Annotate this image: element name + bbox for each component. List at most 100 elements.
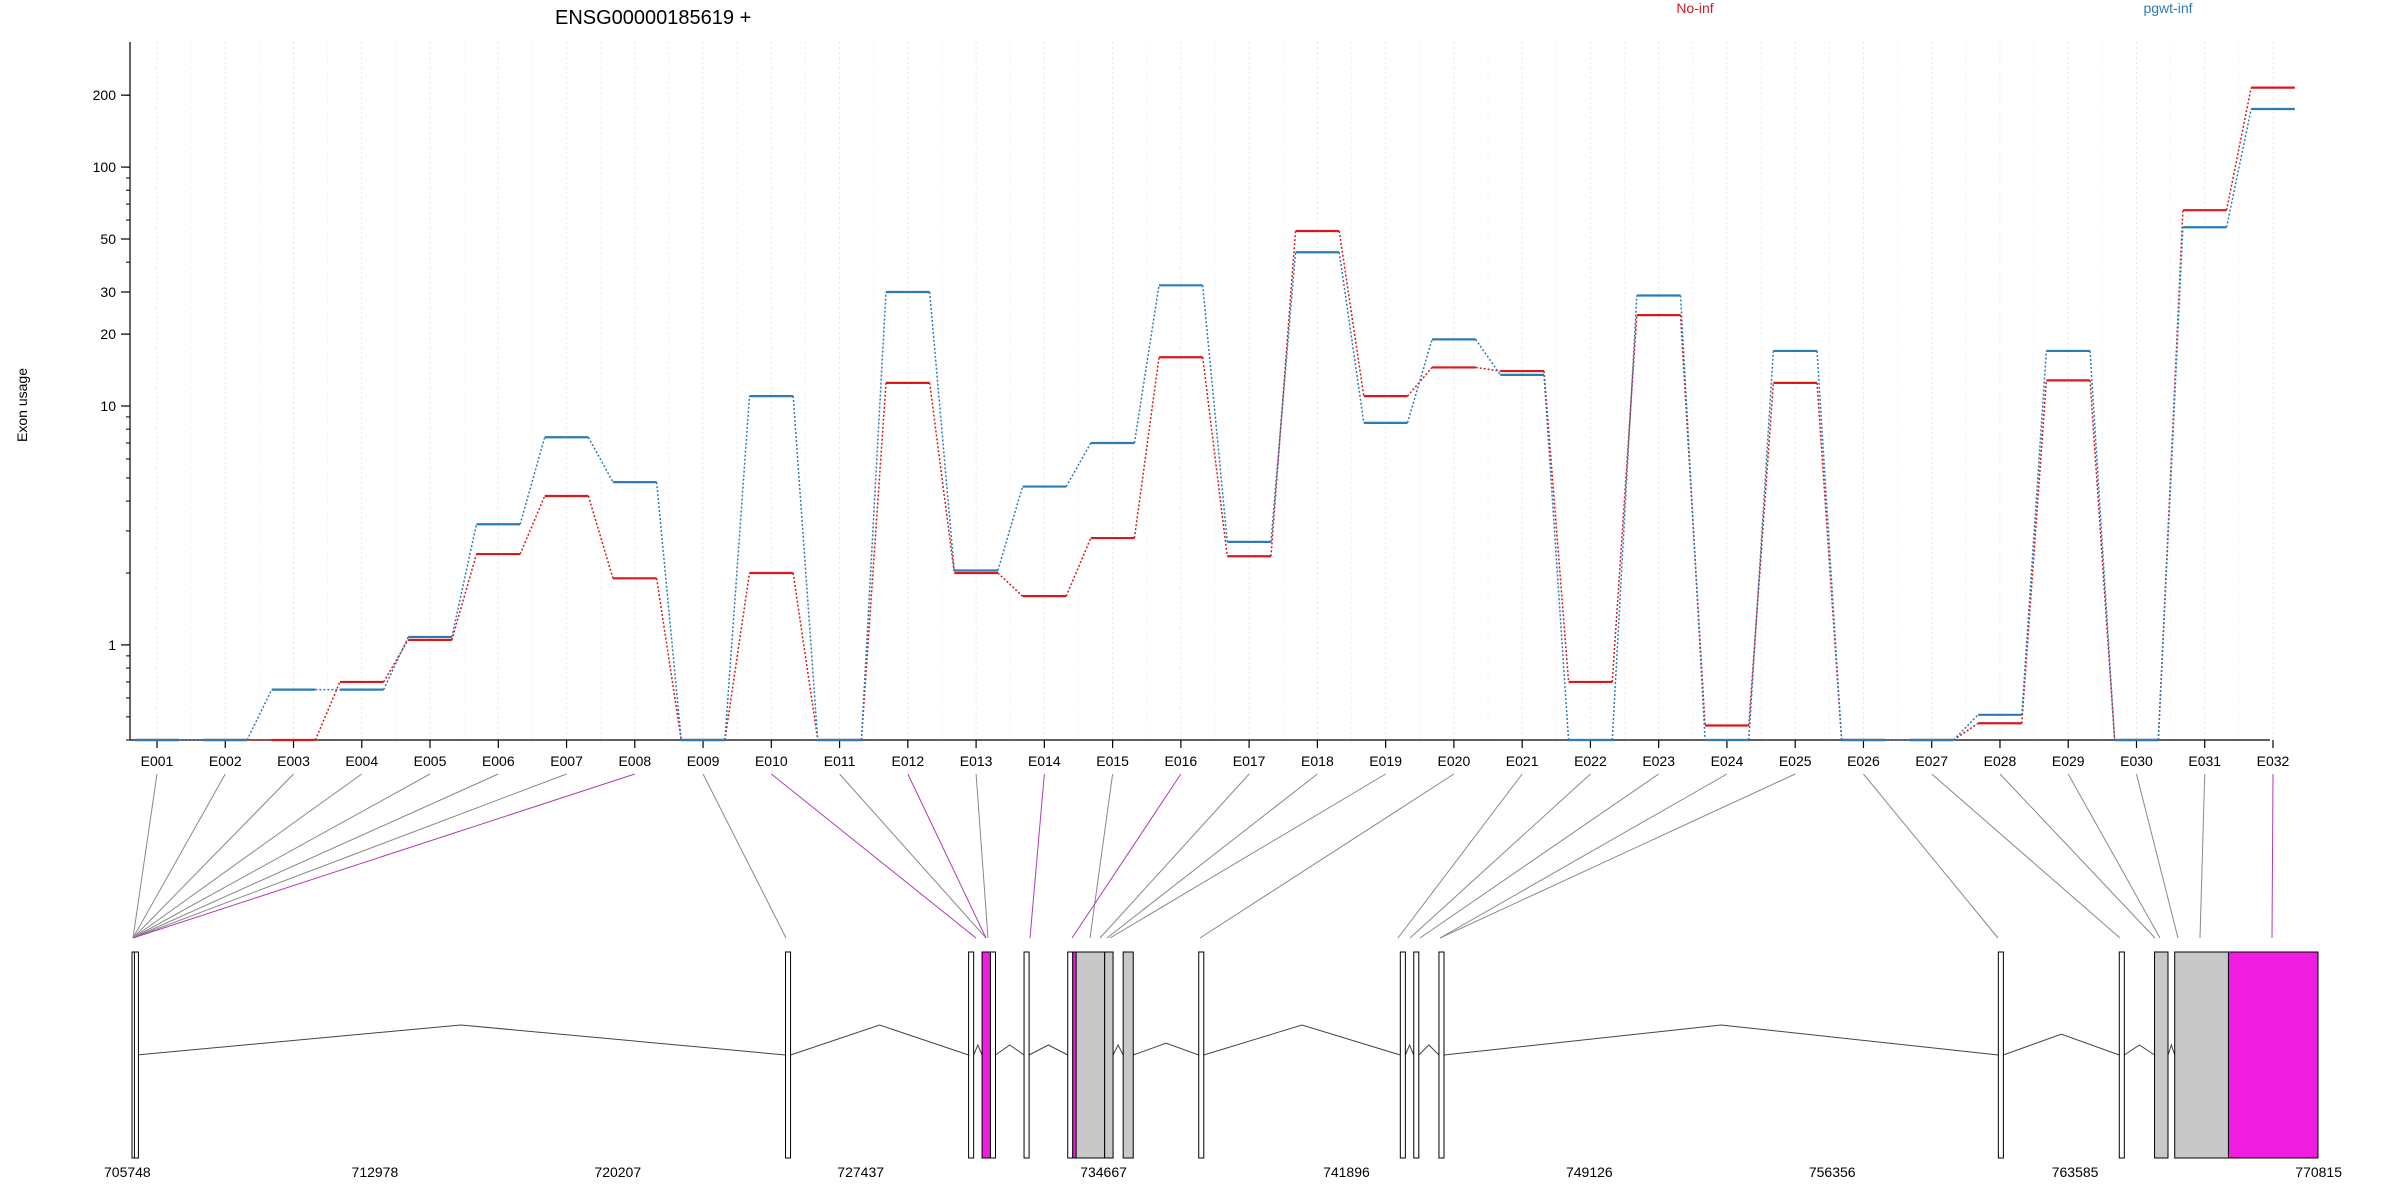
series-connector: [519, 495, 546, 555]
series-connector: [1270, 252, 1297, 542]
x-tick-label: E027: [1915, 753, 1948, 769]
x-tick-label: E017: [1233, 753, 1266, 769]
exon-connector: [2271, 773, 2274, 939]
series-connector: [1475, 366, 1501, 372]
exon-box: [1399, 951, 1406, 1159]
intron-line: [2003, 1033, 2120, 1056]
series-0: [135, 86, 2295, 742]
exon-box: [1104, 951, 1114, 1159]
exon-connector: [771, 773, 977, 939]
gridlines: [156, 42, 2274, 740]
series-connector: [724, 572, 751, 741]
intron-line: [973, 1043, 983, 1056]
x-tick-label: E021: [1506, 753, 1539, 769]
genomic-tick-label: 734667: [1080, 1164, 1127, 1180]
x-tick-label: E001: [141, 753, 174, 769]
series-connector: [997, 486, 1024, 571]
x-tick-label: E026: [1847, 753, 1880, 769]
intron-line: [2124, 1044, 2155, 1056]
intron-line: [790, 1024, 969, 1056]
x-tick-label: E013: [960, 753, 993, 769]
x-tick-label: E019: [1369, 753, 1402, 769]
exon-connector: [1029, 773, 1045, 939]
exon-box: [981, 951, 991, 1159]
x-tick-label: E005: [414, 753, 447, 769]
x-tick-label: E011: [824, 753, 856, 769]
series-connector: [2225, 87, 2252, 211]
exon-box: [2154, 951, 2169, 1159]
x-tick-label: E028: [1984, 753, 2017, 769]
y-axis: 1 10 20 30 50 100 200: [93, 42, 131, 741]
series-connector: [655, 482, 682, 741]
exon-connector: [132, 773, 226, 939]
x-tick-label: E032: [2257, 753, 2290, 769]
exon-connector: [839, 773, 987, 939]
x-tick-label: E012: [891, 753, 924, 769]
series-connector: [928, 291, 956, 571]
exon-connector: [1099, 773, 1250, 939]
exon-connectors: [132, 773, 2274, 939]
genomic-tick-label: 749126: [1566, 1164, 1613, 1180]
series-connector: [1953, 722, 1979, 741]
series-connector: [1406, 366, 1433, 397]
x-tick-label: E015: [1096, 753, 1129, 769]
series-connector: [1338, 252, 1365, 423]
y-tick-label: 30: [100, 284, 116, 300]
series-connector: [1065, 442, 1092, 487]
series-connector: [792, 572, 819, 741]
genomic-tick-label: 741896: [1323, 1164, 1370, 1180]
series-connector: [2021, 380, 2048, 724]
x-tick-label: E029: [2052, 753, 2085, 769]
legend-no-inf: No-inf: [1676, 0, 1713, 16]
intron-line: [1028, 1044, 1068, 1056]
intron-line: [995, 1044, 1025, 1056]
x-tick-label: E025: [1779, 753, 1812, 769]
series-connector: [1543, 374, 1570, 741]
x-tick-label: E030: [2120, 753, 2153, 769]
exon-connector: [1439, 773, 1796, 939]
x-tick-label: E006: [482, 753, 515, 769]
exon-connector: [1931, 773, 2121, 939]
x-axis: E001 E002 E003 E004 E005 E006 E007 E008 E009 E010…: [130, 739, 2290, 769]
x-tick-label: E020: [1438, 753, 1471, 769]
exon-box: [1023, 951, 1030, 1159]
exon-connector: [132, 773, 431, 939]
series-connector: [1748, 350, 1775, 741]
y-tick-label: 10: [100, 398, 116, 414]
series-connector: [655, 578, 682, 741]
exon-connector: [1863, 773, 1999, 939]
series-connector: [1201, 357, 1229, 557]
x-tick-label: E010: [755, 753, 788, 769]
exon-connector: [132, 773, 499, 939]
intron-line: [136, 1024, 786, 1056]
genomic-tick-label: 756356: [1809, 1164, 1856, 1180]
series-connector: [451, 553, 478, 641]
series-connector: [1953, 714, 1979, 741]
series-connector: [382, 636, 409, 690]
intron-line: [1203, 1024, 1401, 1056]
intron-line: [2167, 1043, 2176, 1056]
series-connector: [246, 689, 273, 741]
y-tick-label: 50: [100, 231, 116, 247]
exon-connector: [1409, 773, 1591, 939]
intron-line: [1133, 1042, 1199, 1056]
exon-box: [989, 951, 996, 1159]
series-connector: [1133, 357, 1160, 539]
exon-connector: [1999, 773, 2156, 939]
exon-connector: [1439, 773, 1728, 939]
exon-box: [1067, 951, 1074, 1159]
series-connector: [314, 681, 341, 741]
exon-connector: [132, 773, 158, 939]
series-lines: [135, 86, 2295, 742]
y-tick-label: 20: [100, 326, 116, 342]
y-tick-label: 200: [93, 87, 117, 103]
x-tick-label: E004: [345, 753, 378, 769]
x-tick-label: E008: [618, 753, 651, 769]
x-tick-label: E007: [550, 753, 583, 769]
series-connector: [792, 396, 819, 741]
x-tick-label: E018: [1301, 753, 1334, 769]
exon-box: [785, 951, 792, 1159]
x-tick-label: E022: [1574, 753, 1607, 769]
series-connector: [1406, 339, 1433, 424]
exon-box: [1198, 951, 1205, 1159]
